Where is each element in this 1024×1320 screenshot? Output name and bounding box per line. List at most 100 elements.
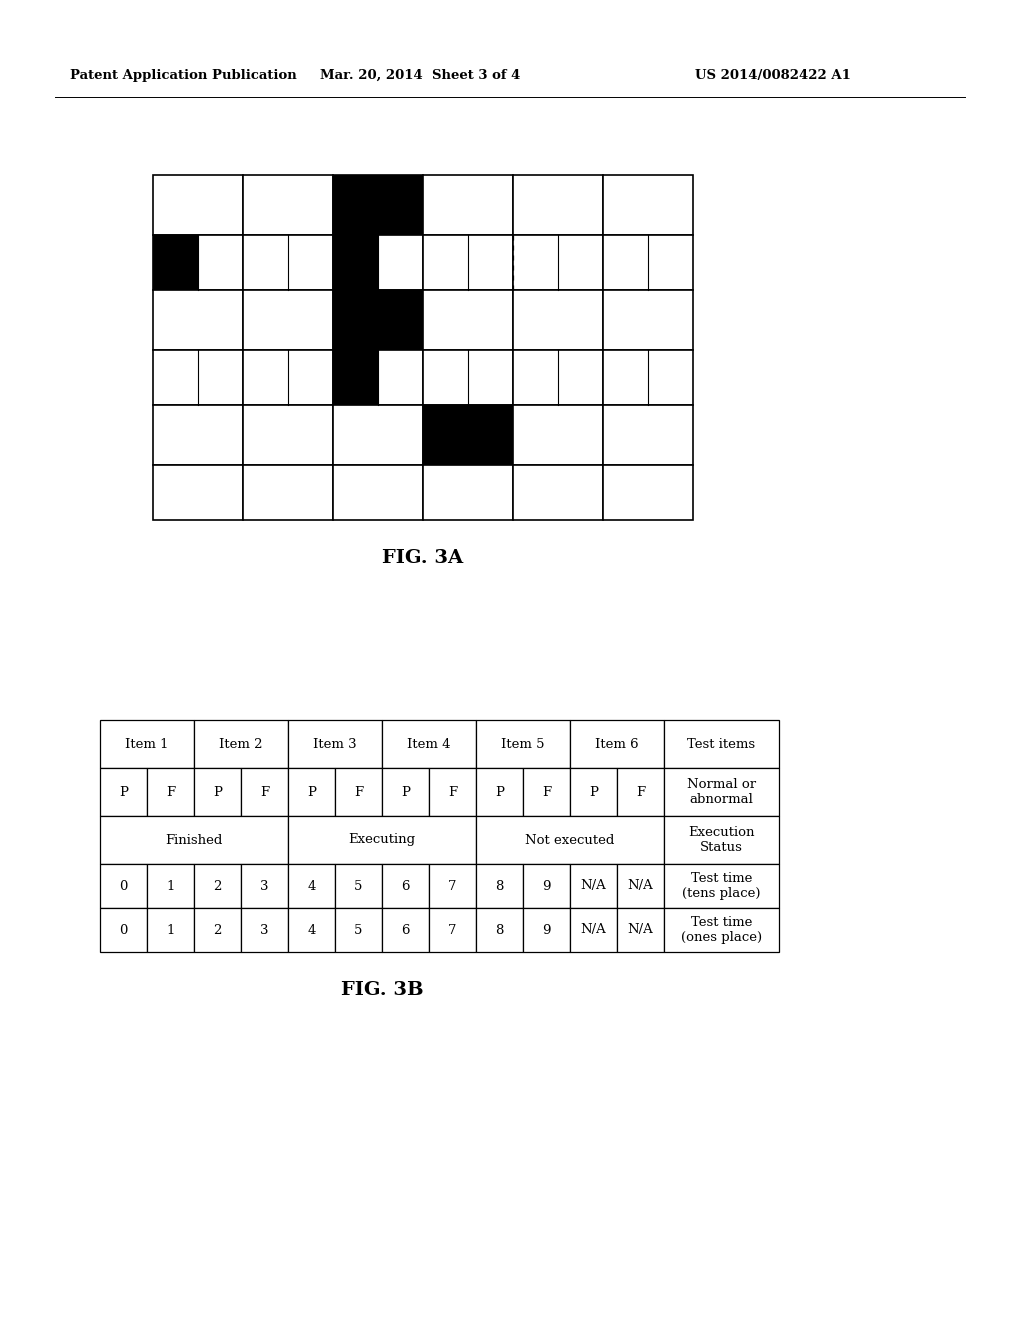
Text: Item 4: Item 4 (408, 738, 451, 751)
Bar (153, 235, 243, 290)
Bar (147, 768, 194, 816)
Bar (100, 816, 288, 865)
Bar (513, 350, 603, 405)
Bar (333, 176, 423, 235)
Bar (335, 768, 382, 816)
Bar (288, 865, 335, 908)
Text: 4: 4 (307, 879, 315, 892)
Text: 2: 2 (213, 879, 221, 892)
Bar (147, 865, 194, 908)
Bar (288, 768, 335, 816)
Text: 5: 5 (354, 879, 362, 892)
Bar (423, 176, 513, 235)
Text: F: F (447, 785, 457, 799)
Bar (603, 405, 693, 465)
Bar (194, 865, 241, 908)
Text: 9: 9 (543, 924, 551, 936)
Bar (664, 816, 779, 865)
Bar (423, 465, 513, 520)
Bar (664, 719, 779, 768)
Bar (429, 865, 476, 908)
Bar (476, 768, 523, 816)
Text: 6: 6 (401, 924, 410, 936)
Bar (603, 350, 693, 405)
Bar (194, 768, 241, 816)
Bar (288, 816, 476, 865)
Bar (603, 176, 693, 235)
Text: Item 2: Item 2 (219, 738, 263, 751)
Text: 3: 3 (260, 879, 268, 892)
Bar (243, 350, 333, 405)
Bar (603, 235, 693, 290)
Bar (476, 908, 523, 952)
Bar (333, 465, 423, 520)
Text: N/A: N/A (628, 879, 653, 892)
Bar (333, 235, 378, 290)
Bar (570, 719, 664, 768)
Text: Item 6: Item 6 (595, 738, 639, 751)
Bar (333, 350, 423, 405)
Text: Executing: Executing (348, 833, 416, 846)
Bar (382, 908, 429, 952)
Bar (194, 908, 241, 952)
Text: N/A: N/A (581, 924, 606, 936)
Bar (570, 768, 617, 816)
Bar (617, 908, 664, 952)
Text: FIG. 3B: FIG. 3B (341, 981, 423, 999)
Text: Not executed: Not executed (525, 833, 614, 846)
Text: 7: 7 (449, 924, 457, 936)
Bar (617, 768, 664, 816)
Bar (382, 865, 429, 908)
Bar (100, 908, 147, 952)
Text: 1: 1 (166, 879, 175, 892)
Bar (523, 865, 570, 908)
Text: P: P (307, 785, 316, 799)
Text: Finished: Finished (165, 833, 222, 846)
Text: 8: 8 (496, 879, 504, 892)
Bar (617, 865, 664, 908)
Bar (153, 235, 198, 290)
Text: 3: 3 (260, 924, 268, 936)
Text: Execution
Status: Execution Status (688, 826, 755, 854)
Bar (382, 719, 476, 768)
Text: 1: 1 (166, 924, 175, 936)
Text: FIG. 3A: FIG. 3A (382, 549, 464, 568)
Bar (241, 768, 288, 816)
Bar (241, 865, 288, 908)
Text: Test time
(tens place): Test time (tens place) (682, 873, 761, 900)
Bar (333, 350, 378, 405)
Text: P: P (589, 785, 598, 799)
Text: US 2014/0082422 A1: US 2014/0082422 A1 (695, 69, 851, 82)
Text: 5: 5 (354, 924, 362, 936)
Text: Normal or
abnormal: Normal or abnormal (687, 777, 756, 807)
Bar (241, 908, 288, 952)
Bar (333, 290, 423, 350)
Text: F: F (636, 785, 645, 799)
Bar (153, 405, 243, 465)
Bar (288, 908, 335, 952)
Bar (423, 350, 513, 405)
Bar (147, 908, 194, 952)
Bar (423, 290, 513, 350)
Text: 9: 9 (543, 879, 551, 892)
Bar (194, 719, 288, 768)
Bar (335, 908, 382, 952)
Text: 0: 0 (120, 879, 128, 892)
Bar (513, 405, 603, 465)
Bar (476, 719, 570, 768)
Text: F: F (260, 785, 269, 799)
Bar (423, 235, 513, 290)
Bar (153, 350, 243, 405)
Bar (243, 405, 333, 465)
Bar (570, 865, 617, 908)
Text: 6: 6 (401, 879, 410, 892)
Bar (333, 235, 423, 290)
Bar (476, 865, 523, 908)
Text: 2: 2 (213, 924, 221, 936)
Text: P: P (401, 785, 410, 799)
Text: Patent Application Publication: Patent Application Publication (70, 69, 297, 82)
Text: 7: 7 (449, 879, 457, 892)
Text: Item 5: Item 5 (502, 738, 545, 751)
Bar (476, 816, 664, 865)
Bar (603, 465, 693, 520)
